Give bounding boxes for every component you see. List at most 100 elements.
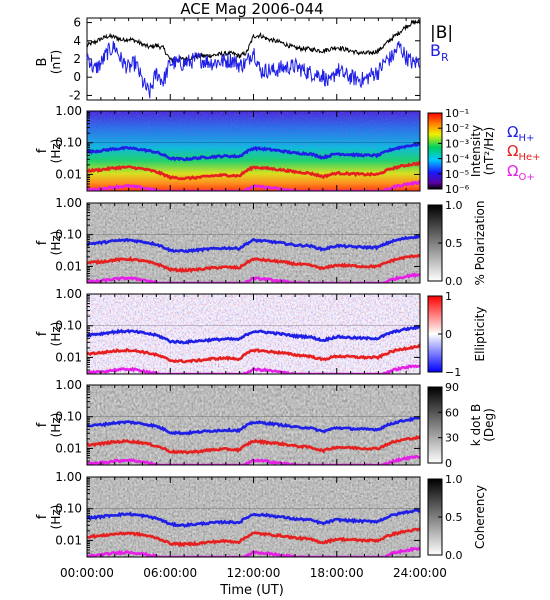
ytick-label: 1.00: [55, 196, 82, 210]
ytick-label: 0.01: [55, 259, 82, 273]
colorbar-tick-label: 0.5: [445, 237, 463, 250]
series-b-magnitude: [86, 18, 421, 64]
x-axis-ticks: 00:00:00 06:00:00 12:00:00 18:00:00 24:00:00: [60, 566, 447, 580]
colorbar-tick-label: 0.0: [445, 275, 463, 288]
panel-b-ytick-label: -2: [69, 88, 81, 102]
ytick-label: 0.10: [55, 319, 82, 333]
panel-polarization-image: [87, 203, 420, 283]
ytick-label: 0.01: [55, 350, 82, 364]
colorbar-tick-label: 1: [445, 290, 452, 303]
colorbar-tick-label: 0: [445, 457, 452, 470]
colorbar-tick-label: 1.0: [445, 199, 463, 212]
colorbar-tick-label: 1.0: [445, 473, 463, 486]
panel-b-yunit: (nT): [49, 50, 63, 74]
line-omega-h: [87, 233, 420, 254]
colorbar-tick-label: −1: [445, 366, 461, 379]
panel-ellipticity: 1.00 0.10 0.01 f (Hz) 1 0 −1 Ellipticity: [35, 287, 487, 379]
legend-omega-h: ΩH+: [507, 123, 534, 144]
panel-b-ytick-label: 6: [73, 16, 81, 30]
colorbar-tick-label: 30: [445, 432, 459, 445]
chart-title: ACE Mag 2006-044: [180, 0, 323, 18]
panel-b-series: [86, 18, 421, 99]
ytick-label: 0.01: [55, 167, 82, 181]
colorbar-tick-label: 10⁻⁶: [445, 183, 470, 196]
panel-polarization-yunit: (Hz): [49, 231, 63, 256]
panel-kdotb: 1.00 0.10 0.01 f (Hz) 90 60 30 0 k dot B (Deg): [35, 378, 496, 470]
colorbar-tick-label: 0.0: [445, 549, 463, 562]
xtick-label: 24:00:00: [393, 566, 447, 580]
ytick-label: 0.01: [55, 533, 82, 547]
grayscale-noise: [87, 477, 420, 557]
ytick-label: 1.00: [55, 470, 82, 484]
xtick-label: 18:00:00: [310, 566, 364, 580]
panel-b-field: -2 0 2 4 6 B (nT) |B| BR: [35, 16, 453, 103]
panel-coherency-ylabel: f: [35, 514, 50, 519]
line-omega-h: [87, 416, 420, 436]
line-omega-he: [87, 434, 420, 455]
line-omega-he: [87, 253, 420, 274]
colorbar-tick-label: 0: [445, 328, 452, 341]
panel-kdotb-image: [87, 385, 420, 465]
ytick-label: 0.01: [55, 441, 82, 455]
line-omega-he: [87, 527, 420, 548]
panel-b-ytick-label: 0: [73, 70, 81, 84]
panel-ellipticity-ylabel: f: [35, 331, 50, 336]
panel-kdotb-ylabel: f: [35, 422, 50, 427]
panel-polarization-ylabel: f: [35, 240, 50, 245]
panel-intensity-ylabel: f: [35, 148, 50, 153]
spectral-panels: 1.000.100.01f (Hz)10⁻¹10⁻²10⁻³10⁻⁴10⁻⁵10⁻…: [35, 104, 496, 562]
colorbar-tick-label: 10⁻²: [445, 122, 469, 135]
series-b-radial: [86, 40, 420, 99]
ytick-label: 1.00: [55, 378, 82, 392]
ytick-label: 1.00: [55, 287, 82, 301]
ytick-label: 0.10: [55, 502, 82, 516]
colorbar-tick-label: 10⁻¹: [445, 107, 469, 120]
panel-b-ytick-label: 4: [73, 34, 81, 48]
xtick-label: 12:00:00: [227, 566, 281, 580]
colorbar-tick-label: 10⁻⁵: [445, 168, 469, 181]
ellipticity-blue-noise: [87, 294, 420, 374]
legend-b-magnitude: |B|: [430, 23, 453, 43]
panel-b-legend: |B| BR: [430, 23, 453, 64]
panel-b-ytick-label: 2: [73, 52, 81, 66]
panel-intensity-image: [87, 111, 420, 191]
legend-omega-he: ΩHe+: [507, 142, 541, 163]
xtick-label: 06:00:00: [143, 566, 197, 580]
colorbar-intensity-label: Intensity: [469, 125, 483, 177]
line-omega-h: [87, 142, 420, 162]
legend-b-radial: BR: [430, 41, 449, 64]
panel-coherency-yunit: (Hz): [49, 505, 63, 530]
colorbar-tick-label: 10⁻⁴: [445, 153, 470, 166]
gyro-legend: ΩH+ ΩHe+ ΩO+: [507, 123, 541, 183]
panel-b-ylabel: B: [35, 58, 50, 67]
colorbar-tick-label: 90: [445, 381, 459, 394]
grayscale-noise: [87, 385, 420, 465]
panel-ellipticity-yunit: (Hz): [49, 322, 63, 347]
colorbar-intensity-unit: (nT²/Hz): [482, 127, 496, 175]
line-omega-he: [87, 343, 420, 364]
legend-omega-o: ΩO+: [507, 162, 535, 183]
line-omega-he: [87, 160, 420, 181]
colorbar-kdotb: [427, 386, 443, 464]
colorbar-coherency-label: Coherency: [473, 485, 487, 549]
panel-coherency: 1.00 0.10 0.01 f (Hz) 1.0 0.5 0.0 Coherency: [35, 470, 487, 562]
ytick-label: 0.10: [55, 410, 82, 424]
panel-intensity-yunit: (Hz): [49, 139, 63, 164]
panel-ellipticity-image: [87, 294, 420, 374]
colorbar-tick-label: 60: [445, 406, 459, 419]
panel-coherency-image: [87, 477, 420, 557]
xtick-label: 00:00:00: [60, 566, 114, 580]
panel-polarization: 1.00 0.10 0.01 f (Hz) 1.0 0.5 0.0 % Polarization: [35, 196, 487, 288]
colorbar-kdotb-unit: (Deg): [482, 408, 496, 442]
colorbar-tick-label: 10⁻³: [445, 137, 469, 150]
colorbar-polarization-label: % Polarization: [473, 201, 487, 286]
colorbar-ellipticity-label: Ellipticity: [473, 307, 487, 362]
panel-intensity: 1.00 0.10 0.01 f (Hz) 10⁻¹ 10⁻² 10⁻³ 10⁻⁴ 10⁻⁵ 10⁻…: [35, 104, 496, 196]
panel-b-frame: [86, 17, 421, 101]
line-omega-h: [87, 324, 420, 345]
colorbar-kdotb-label: k dot B: [469, 404, 483, 446]
x-axis-label: Time (UT): [219, 583, 284, 598]
line-omega-h: [87, 508, 420, 528]
panel-kdotb-yunit: (Hz): [49, 413, 63, 438]
